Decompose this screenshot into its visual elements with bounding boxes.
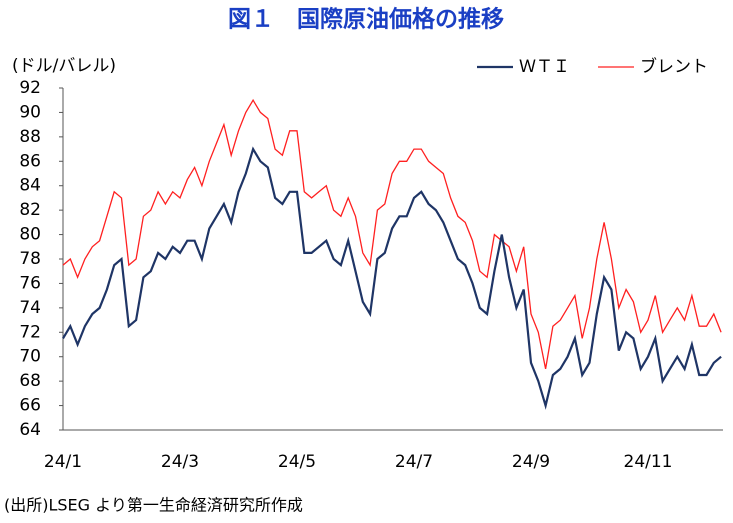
series-line xyxy=(62,98,722,370)
x-tick-label: 24/5 xyxy=(278,452,316,472)
chart-title: 図１ 国際原油価格の推移 xyxy=(228,6,504,33)
series-line xyxy=(62,146,722,410)
source-note: (出所)LSEG より第一生命経済研究所作成 xyxy=(4,496,303,515)
y-tick-label: 92 xyxy=(19,78,41,98)
y-tick-label: 74 xyxy=(19,298,41,318)
y-tick-label: 78 xyxy=(19,249,41,269)
x-tick-label: 24/7 xyxy=(395,452,433,472)
y-tick-label: 76 xyxy=(19,273,41,293)
legend-label: ＷＴＩ xyxy=(519,57,570,77)
y-tick-label: 90 xyxy=(19,102,41,122)
x-tick-label: 24/9 xyxy=(512,452,550,472)
y-tick-label: 66 xyxy=(19,396,41,416)
y-tick-label: 80 xyxy=(19,225,41,245)
y-tick-label: 84 xyxy=(19,176,41,196)
y-tick-label: 72 xyxy=(19,322,41,342)
legend-label: ブレント xyxy=(640,56,708,77)
y-tick-label: 82 xyxy=(19,200,41,220)
y-tick-label: 64 xyxy=(19,420,41,440)
x-tick-label: 24/11 xyxy=(624,452,673,472)
x-tick-label: 24/3 xyxy=(161,452,199,472)
y-tick-label: 68 xyxy=(19,371,41,391)
y-axis-label: (ドル/バレル) xyxy=(12,56,116,76)
x-tick-label: 24/1 xyxy=(44,452,82,472)
y-tick-label: 70 xyxy=(19,347,41,367)
y-tick-label: 88 xyxy=(19,127,41,147)
y-tick-label: 86 xyxy=(19,151,41,171)
